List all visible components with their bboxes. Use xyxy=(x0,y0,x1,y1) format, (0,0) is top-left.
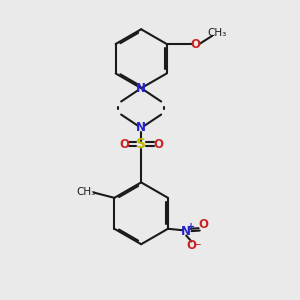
Text: O: O xyxy=(190,38,200,50)
Text: N: N xyxy=(136,122,146,134)
Text: O: O xyxy=(119,138,129,151)
Text: CH₃: CH₃ xyxy=(207,28,226,38)
Text: S: S xyxy=(136,137,146,151)
Text: O: O xyxy=(199,218,208,231)
Text: N: N xyxy=(136,82,146,95)
Text: O: O xyxy=(153,138,163,151)
Text: N: N xyxy=(181,225,191,238)
Text: O: O xyxy=(187,239,196,252)
Text: +: + xyxy=(188,222,196,232)
Text: ⁻: ⁻ xyxy=(194,241,201,254)
Text: CH₃: CH₃ xyxy=(76,187,95,197)
